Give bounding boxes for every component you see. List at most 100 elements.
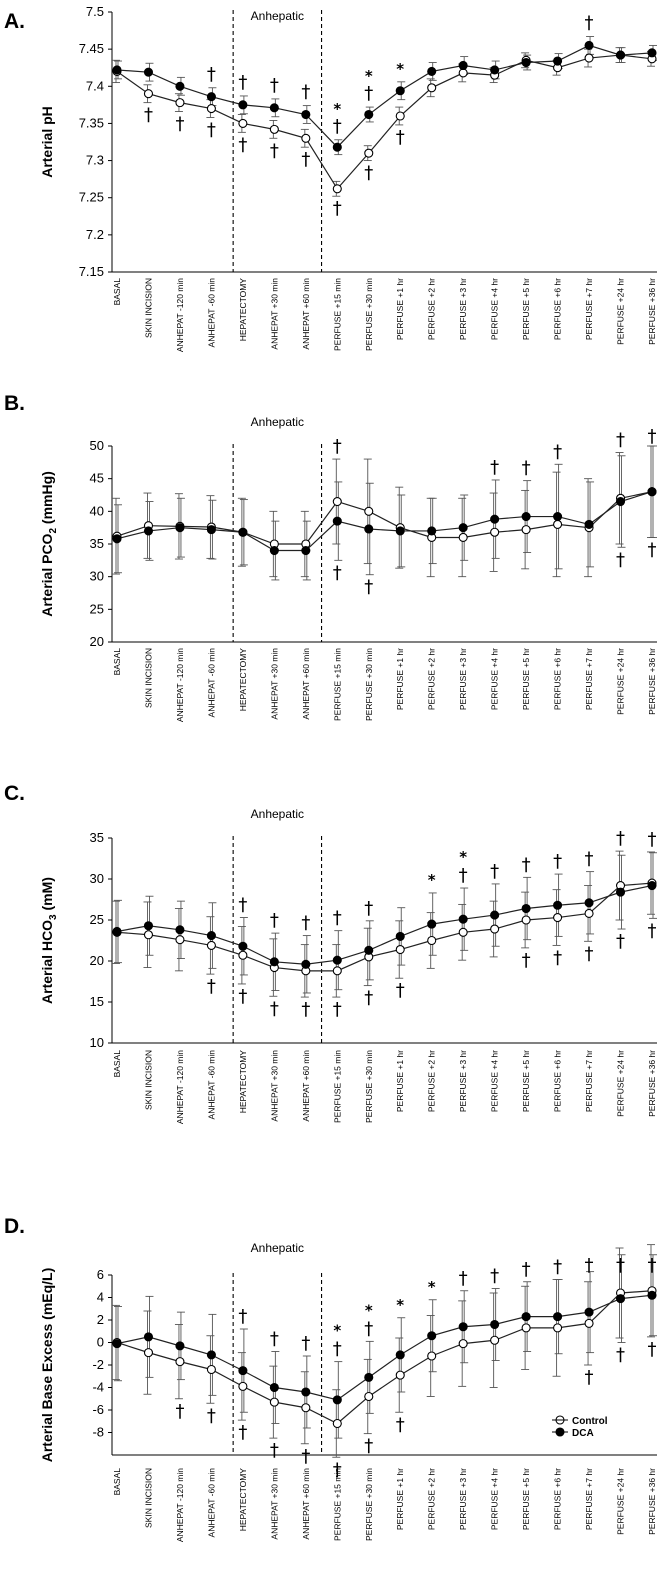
dagger-below: †: [364, 577, 373, 598]
dca-point: [615, 50, 626, 60]
y-axis-label: Arterial HCO3 (mM): [39, 877, 59, 1004]
category-label: PERFUSE +30 min: [364, 278, 374, 351]
y-tick-label: 20: [90, 634, 104, 649]
y-axis-label-unit: (mmHg): [39, 471, 55, 528]
control-point: [584, 1318, 594, 1328]
category-label: PERFUSE +36 hr: [647, 1468, 657, 1535]
dca-point: [553, 900, 563, 910]
category-label: PERFUSE +3 hr: [458, 648, 468, 710]
category-label: SKIN INCISION: [143, 1050, 153, 1110]
dagger-above: †: [585, 849, 594, 870]
y-axis-label: Arterial PCO2 (mmHg): [39, 471, 59, 617]
category-label: HEPATECTOMY: [238, 1050, 248, 1114]
control-point: [332, 1418, 342, 1429]
dagger-above: †: [522, 458, 531, 479]
significance-star: *: [365, 67, 373, 85]
category-label: PERFUSE +30 min: [364, 648, 374, 721]
dca-point: [427, 526, 437, 536]
dagger-below: †: [648, 920, 657, 941]
dagger-above: †: [585, 13, 594, 34]
y-tick-label: 25: [90, 912, 104, 927]
y-axis-label: Arterial pH: [39, 106, 55, 178]
control-point: [584, 53, 594, 63]
dca-point: [615, 887, 626, 897]
y-tick-label: 2: [97, 1312, 104, 1327]
panel-b: B. 20 25 30 35 40 45 50 Arterial PCO2 (mmHg) Anhe…: [4, 392, 657, 722]
dca-series-line: [116, 1294, 653, 1401]
category-label: PERFUSE +6 hr: [553, 1468, 563, 1530]
category-label: ANHEPAT +60 min: [301, 1468, 311, 1540]
category-label: PERFUSE +5 hr: [521, 278, 531, 340]
control-point: [206, 1364, 216, 1375]
dagger-below: †: [396, 1414, 405, 1435]
dagger-below: †: [648, 539, 657, 560]
dca-point: [143, 526, 154, 536]
control-point: [175, 98, 185, 108]
dca-point: [175, 1341, 185, 1351]
dca-point: [553, 1312, 563, 1322]
y-tick-label: 50: [90, 438, 104, 453]
control-point: [521, 1323, 531, 1333]
category-label: PERFUSE +4 hr: [490, 278, 500, 340]
dagger-above: †: [364, 1318, 373, 1339]
control-point: [490, 527, 500, 537]
category-label: PERFUSE +1 hr: [395, 278, 405, 340]
dagger-below: †: [585, 1367, 594, 1388]
legend-dca-label: DCA: [572, 1428, 594, 1439]
dca-point: [206, 92, 216, 102]
dagger-above: †: [364, 83, 373, 104]
category-label: PERFUSE +24 hr: [616, 278, 626, 345]
y-tick-label: 7.2: [86, 227, 104, 242]
category-label: PERFUSE +5 hr: [521, 1050, 531, 1112]
control-point: [238, 1381, 248, 1391]
dca-point: [615, 1294, 626, 1304]
dca-point: [175, 523, 185, 533]
dagger-above: †: [616, 1255, 625, 1276]
y-axis-label-unit: (mM): [39, 877, 55, 914]
category-label: PERFUSE +4 hr: [490, 648, 500, 710]
category-label: PERFUSE +30 min: [364, 1468, 374, 1541]
dca-point: [395, 1350, 405, 1360]
category-label: PERFUSE +36 hr: [647, 278, 657, 345]
anhepatic-label: Anhepatic: [251, 1241, 304, 1255]
dca-point: [301, 959, 311, 969]
category-label: PERFUSE +2 hr: [427, 1050, 437, 1112]
category-label: ANHEPAT +30 min: [269, 1468, 279, 1540]
control-point: [301, 1403, 311, 1413]
dagger-below: †: [238, 1422, 247, 1443]
category-label: HEPATECTOMY: [238, 278, 248, 342]
significance-star: *: [396, 1296, 404, 1314]
dca-point: [647, 48, 657, 58]
control-point: [143, 930, 154, 940]
dagger-below: †: [175, 1401, 184, 1422]
category-label: ANHEPAT -60 min: [206, 1468, 216, 1538]
dca-point: [112, 65, 122, 75]
control-series-line: [116, 491, 653, 545]
dagger-below: †: [270, 1440, 279, 1461]
category-label: PERFUSE +1 hr: [395, 648, 405, 710]
category-label: PERFUSE +4 hr: [490, 1468, 500, 1530]
control-series-line: [116, 882, 653, 972]
control-series-line: [116, 1290, 653, 1425]
dca-point: [521, 57, 531, 68]
dca-point: [112, 534, 122, 544]
dagger-below: †: [616, 549, 625, 570]
control-point: [427, 83, 437, 93]
control-point: [143, 1348, 154, 1358]
dca-point: [143, 1332, 154, 1342]
dagger-below: †: [364, 163, 373, 184]
y-tick-label: 4: [97, 1290, 104, 1305]
dagger-below: †: [270, 140, 279, 161]
control-point: [238, 950, 248, 960]
dagger-below: †: [396, 980, 405, 1001]
dagger-above: †: [648, 1255, 657, 1276]
dca-point: [364, 109, 374, 120]
dagger-below: †: [396, 127, 405, 148]
control-point: [364, 1391, 374, 1402]
dca-series-line: [116, 44, 653, 149]
y-tick-label: 7.35: [79, 115, 104, 130]
y-tick-label: -2: [92, 1357, 104, 1372]
dagger-below: †: [553, 947, 562, 968]
y-tick-label: 7.45: [79, 41, 104, 56]
